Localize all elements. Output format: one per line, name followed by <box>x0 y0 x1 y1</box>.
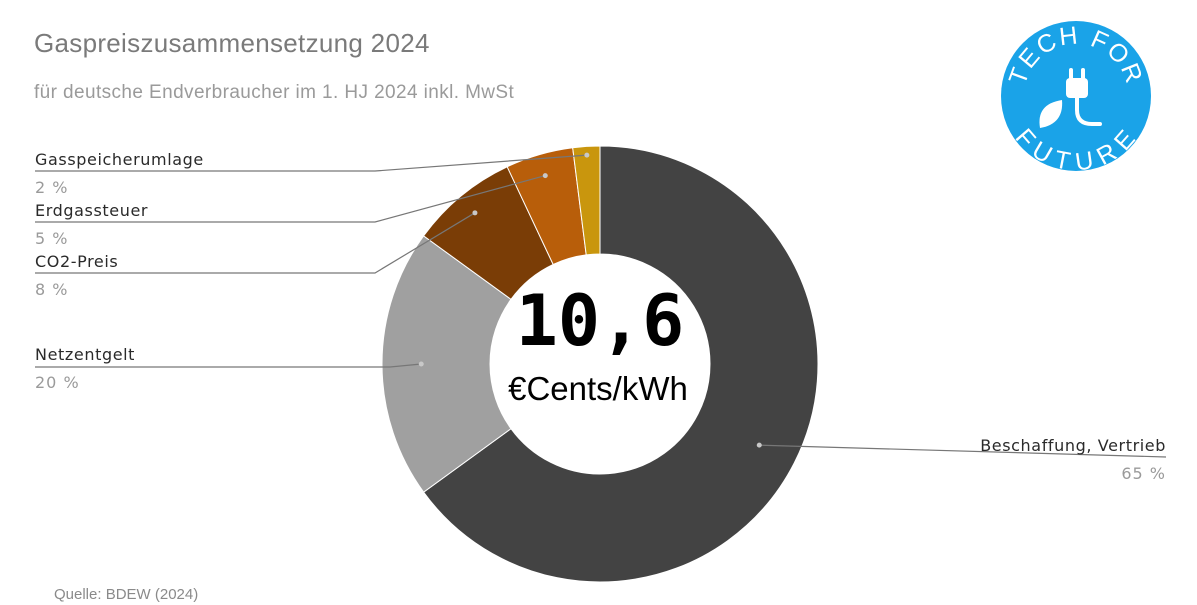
leader-line-gasspeicherumlage <box>35 154 587 172</box>
label-value-gasspeicherumlage: 2 % <box>35 178 68 197</box>
leader-dot-beschaffung-vertrieb <box>756 442 762 448</box>
leader-dot-gasspeicherumlage <box>584 152 590 158</box>
label-value-co2-preis: 8 % <box>35 280 68 299</box>
tech-for-future-logo: TECH FOR FUTURE <box>1001 21 1151 172</box>
leader-dot-erdgassteuer <box>542 173 548 179</box>
label-name-gasspeicherumlage: Gasspeicherumlage <box>35 150 204 169</box>
label-value-erdgassteuer: 5 % <box>35 229 68 248</box>
leaf-icon <box>1039 100 1063 128</box>
label-value-netzentgelt: 20 % <box>35 373 80 392</box>
leader-dot-netzentgelt <box>418 361 424 367</box>
label-name-co2-preis: CO2-Preis <box>35 252 118 271</box>
leader-line-erdgassteuer <box>35 175 546 223</box>
center-unit: €Cents/kWh <box>508 370 688 407</box>
donut-hole <box>490 254 710 474</box>
label-value-beschaffung-vertrieb: 65 % <box>1121 464 1166 483</box>
leader-dot-co2-preis <box>472 210 478 216</box>
leader-line-netzentgelt <box>35 363 422 368</box>
leader-line-co2-preis <box>35 212 476 274</box>
source-note: Quelle: BDEW (2024) <box>54 586 199 603</box>
label-name-netzentgelt: Netzentgelt <box>35 345 135 364</box>
chart-title: Gaspreiszusammensetzung 2024 <box>34 28 430 58</box>
label-name-erdgassteuer: Erdgassteuer <box>35 201 148 220</box>
plug-icon <box>1066 68 1102 126</box>
label-name-beschaffung-vertrieb: Beschaffung, Vertrieb <box>980 436 1166 455</box>
chart-subtitle: für deutsche Endverbraucher im 1. HJ 202… <box>34 82 515 103</box>
leader-line-beschaffung-vertrieb <box>759 444 1167 458</box>
center-value: 10,6 <box>516 280 685 362</box>
